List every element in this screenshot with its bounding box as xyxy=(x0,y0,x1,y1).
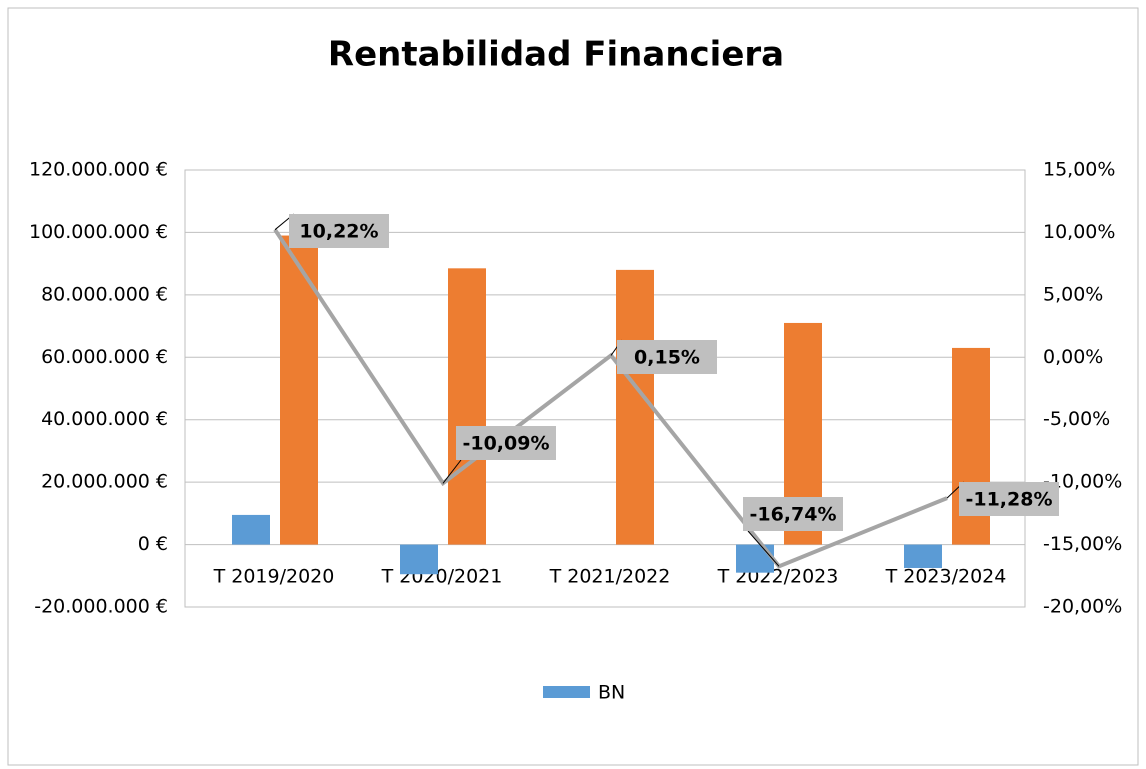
x-tick-label: T 2019/2020 xyxy=(213,566,335,588)
data-label-box xyxy=(959,482,1059,516)
data-label: 0,15% xyxy=(634,347,700,369)
x-tick-label: T 2023/2024 xyxy=(885,566,1007,588)
legend-swatch xyxy=(543,686,590,698)
y-tick-label: 20.000.000 € xyxy=(41,471,168,493)
y-tick-label: 0 € xyxy=(138,533,168,555)
bar xyxy=(448,268,486,545)
y2-tick-label: 0,00% xyxy=(1043,346,1103,368)
leader-line xyxy=(442,459,462,484)
y2-tick-label: -15,00% xyxy=(1043,533,1122,555)
x-tick-label: T 2021/2022 xyxy=(549,566,671,588)
data-label-box xyxy=(456,426,556,460)
y2-tick-label: -10,00% xyxy=(1043,471,1122,493)
y-tick-label: 40.000.000 € xyxy=(41,408,168,430)
chart-title: Rentabilidad Financiera xyxy=(328,35,784,75)
bar xyxy=(232,514,270,545)
y-tick-label: 120.000.000 € xyxy=(29,159,168,181)
leader-line xyxy=(747,530,780,567)
bar xyxy=(280,235,318,545)
legend-label: BN xyxy=(598,682,625,704)
data-label-box xyxy=(289,214,389,248)
y2-tick-label: -5,00% xyxy=(1043,408,1110,430)
x-tick-label: T 2022/2023 xyxy=(717,566,839,588)
y-tick-label: 80.000.000 € xyxy=(41,283,168,305)
bar xyxy=(904,544,942,568)
bar xyxy=(400,544,438,575)
y-tick-label: -20.000.000 € xyxy=(34,596,168,618)
data-label: 10,22% xyxy=(299,221,378,243)
y2-tick-label: 15,00% xyxy=(1043,159,1115,181)
bar xyxy=(616,269,654,545)
data-label: -16,74% xyxy=(749,504,836,526)
y2-tick-label: -20,00% xyxy=(1043,596,1122,618)
data-label-box xyxy=(743,497,843,531)
y2-tick-label: 5,00% xyxy=(1043,283,1103,305)
data-label-box xyxy=(617,340,717,374)
bar xyxy=(736,544,774,573)
x-tick-label: T 2020/2021 xyxy=(381,566,503,588)
data-label: -11,28% xyxy=(965,489,1052,511)
data-label: -10,09% xyxy=(462,433,549,455)
line-series xyxy=(273,228,948,569)
y-tick-label: 100.000.000 € xyxy=(29,221,168,243)
y2-tick-label: 10,00% xyxy=(1043,221,1115,243)
y-tick-label: 60.000.000 € xyxy=(41,346,168,368)
